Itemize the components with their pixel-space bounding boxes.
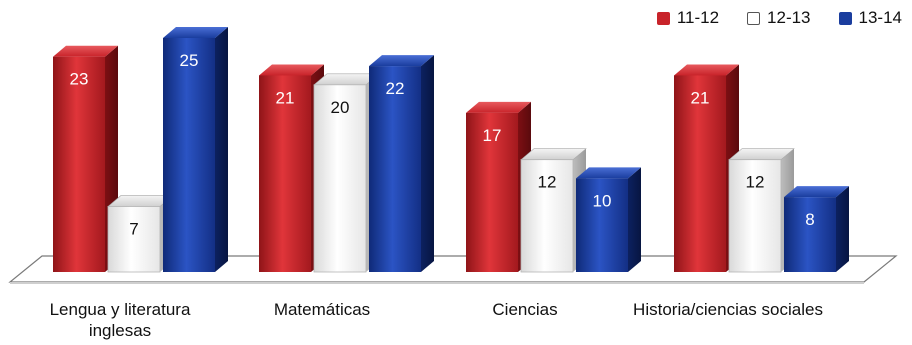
legend-item-12-13: 12-13 [747,8,811,28]
legend-swatch-11-12 [656,11,670,25]
bar-front [259,75,311,272]
legend-label-11-12: 11-12 [676,8,720,27]
legend-label-13-14: 13-14 [858,8,902,27]
bar-value-label: 25 [180,51,199,70]
bar-front [53,56,105,272]
bar-side [421,55,434,272]
bar-value-label: 22 [386,79,405,98]
bar-value-label: 10 [593,191,612,210]
bar-value-label: 21 [276,88,295,107]
bar-top [674,64,739,76]
bar-top [369,55,434,67]
bar-matematicas-13-14: 22 [369,55,434,272]
bar-top [784,186,849,198]
bar-top [576,167,641,179]
bar-side [628,167,641,272]
legend-item-11-12: 11-12 [656,8,720,28]
bar-front [576,178,628,272]
bar-top [53,45,118,57]
bar-front [728,159,782,273]
bar-value-label: 8 [805,210,814,229]
bar-front [520,159,574,273]
bar-historia-ciencias-sociales-12-13: 12 [728,148,795,273]
bar-top [163,27,228,38]
bar-value-label: 12 [538,173,557,192]
chart-legend: 11-12 12-13 13-14 [629,8,902,28]
bar-front [784,197,836,272]
bar-value-label: 20 [331,98,350,117]
category-label-lengua: Lengua y literatura inglesas [49,300,191,340]
bar-front [163,38,215,272]
category-label-historia: Historia/ciencias sociales [633,300,823,319]
category-label-matematicas: Matemáticas [273,300,371,319]
category-label-ciencias: Ciencias [492,300,558,319]
bar-lengua-y-literatura-inglesas-13-14: 25 [163,27,228,272]
bar-value-label: 21 [691,88,710,107]
bars-layer: 23 7 25 21 20 22 17 12 10 21 12 8 [53,27,849,273]
bar-front [369,66,421,272]
bar-front [674,75,726,272]
legend-swatch-13-14 [838,11,852,25]
bar-front [107,206,161,273]
legend-item-13-14: 13-14 [838,8,902,28]
bar-historia-ciencias-sociales-11-12: 21 [674,64,739,272]
bar-front [313,84,367,273]
bar-value-label: 12 [746,173,765,192]
legend-label-12-13: 12-13 [767,8,811,27]
bar-historia-ciencias-sociales-13-14: 8 [784,186,849,272]
bar-side [215,27,228,272]
bar-top [259,64,324,76]
bar-value-label: 23 [70,70,89,89]
bar-value-label: 7 [129,219,138,238]
legend-swatch-12-13 [747,11,761,25]
bar-front [466,112,518,272]
bar-value-label: 17 [483,126,502,145]
bar-top [466,101,531,113]
bar-side [836,186,849,272]
bar-ciencias-13-14: 10 [576,167,641,272]
